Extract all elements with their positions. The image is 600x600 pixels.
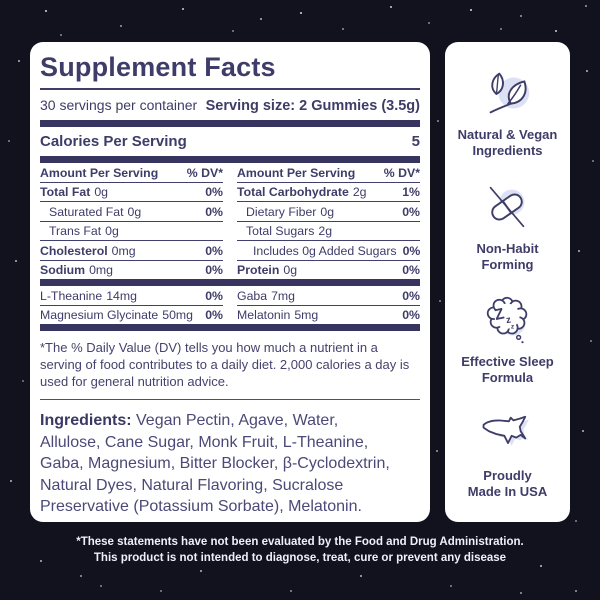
column-header: Amount Per Serving % DV* [40,163,223,183]
benefits-sidebar: Natural & Vegan Ingredients Non-Habit Fo… [445,42,570,522]
title-divider [40,88,420,90]
svg-text:z: z [510,324,514,331]
table-row: Protein 0g 0% [237,263,420,277]
section-bar [40,120,420,127]
calories-label: Calories Per Serving [40,133,187,150]
section-bar [40,324,420,331]
table-row: Sodium 0mg 0% [40,263,223,277]
table-row: L-Theanine 14mg 0% [40,286,223,306]
table-row: Trans Fat 0g [40,222,223,241]
actives-column-right: Gaba 7mg 0% Melatonin 5mg 0% [237,286,420,324]
table-row: Melatonin 5mg 0% [237,308,420,322]
usa-map-icon [482,415,529,446]
side-item-label: Proudly Made In USA [467,467,548,499]
servings-per-container: 30 servings per container [40,97,198,113]
actives-column-left: L-Theanine 14mg 0% Magnesium Glycinate 50m… [40,286,223,324]
side-item-non-habit: Non-Habit Forming [476,178,539,273]
side-item-label: Effective Sleep Formula [461,354,554,386]
side-item-label: Non-Habit Forming [476,240,539,272]
ingredients-label: Ingredients: [40,412,132,429]
calories-row: Calories Per Serving 5 [40,127,420,156]
actives-table: L-Theanine 14mg 0% Magnesium Glycinate 50m… [40,286,420,324]
ingredients-paragraph: Ingredients: Vegan Pectin, Agave, Water,… [40,400,392,518]
ingredients-text: Vegan Pectin, Agave, Water, Allulose, Ca… [40,412,390,515]
table-row: Dietary Fiber 0g 0% [237,202,420,222]
star-field [0,0,2,2]
table-row: Total Sugars 2g [237,222,420,241]
sleep-zzz-icon: Z z z [486,297,527,344]
side-item-natural-vegan: Natural & Vegan Ingredients [457,64,558,159]
nutrition-column-left: Amount Per Serving % DV* Total Fat 0g 0% … [40,163,223,279]
daily-value-footnote: *The % Daily Value (DV) tells you how mu… [40,340,410,389]
calories-value: 5 [411,133,420,150]
leaf-icon [490,73,530,114]
side-item-usa: Proudly Made In USA [468,405,547,500]
svg-text:Z: Z [493,306,506,325]
side-item-sleep: Z z z Effective Sleep Formula [461,291,554,386]
side-item-label: Natural & Vegan Ingredients [457,127,558,159]
section-bar [40,156,420,163]
nutrition-table: Amount Per Serving % DV* Total Fat 0g 0% … [40,163,420,279]
fda-disclaimer: *These statements have not been evaluate… [0,534,600,566]
crossed-pill-icon [490,186,525,227]
disclaimer-line1: *These statements have not been evaluate… [76,536,524,548]
table-row: Magnesium Glycinate 50mg 0% [40,308,223,322]
table-row: Cholesterol 0mg 0% [40,241,223,261]
table-row: Total Fat 0g 0% [40,183,223,202]
section-bar [40,279,420,286]
page-title: Supplement Facts [40,52,276,82]
svg-text:z: z [505,315,511,327]
table-row: Total Carbohydrate 2g 1% [237,183,420,202]
ingredients-divider [40,399,420,400]
table-row: Gaba 7mg 0% [237,286,420,306]
table-row: Saturated Fat 0g 0% [40,202,223,222]
nutrition-column-right: Amount Per Serving % DV* Total Carbohydr… [237,163,420,279]
table-row: Includes 0g Added Sugars 0% [237,241,420,261]
column-header: Amount Per Serving % DV* [237,163,420,183]
serving-info-row: 30 servings per container Serving size: … [40,90,420,120]
serving-size: Serving size: 2 Gummies (3.5g) [205,98,420,114]
supplement-facts-panel: Supplement Facts 30 servings per contain… [30,42,430,522]
disclaimer-line2: This product is not intended to diagnose… [93,552,507,564]
